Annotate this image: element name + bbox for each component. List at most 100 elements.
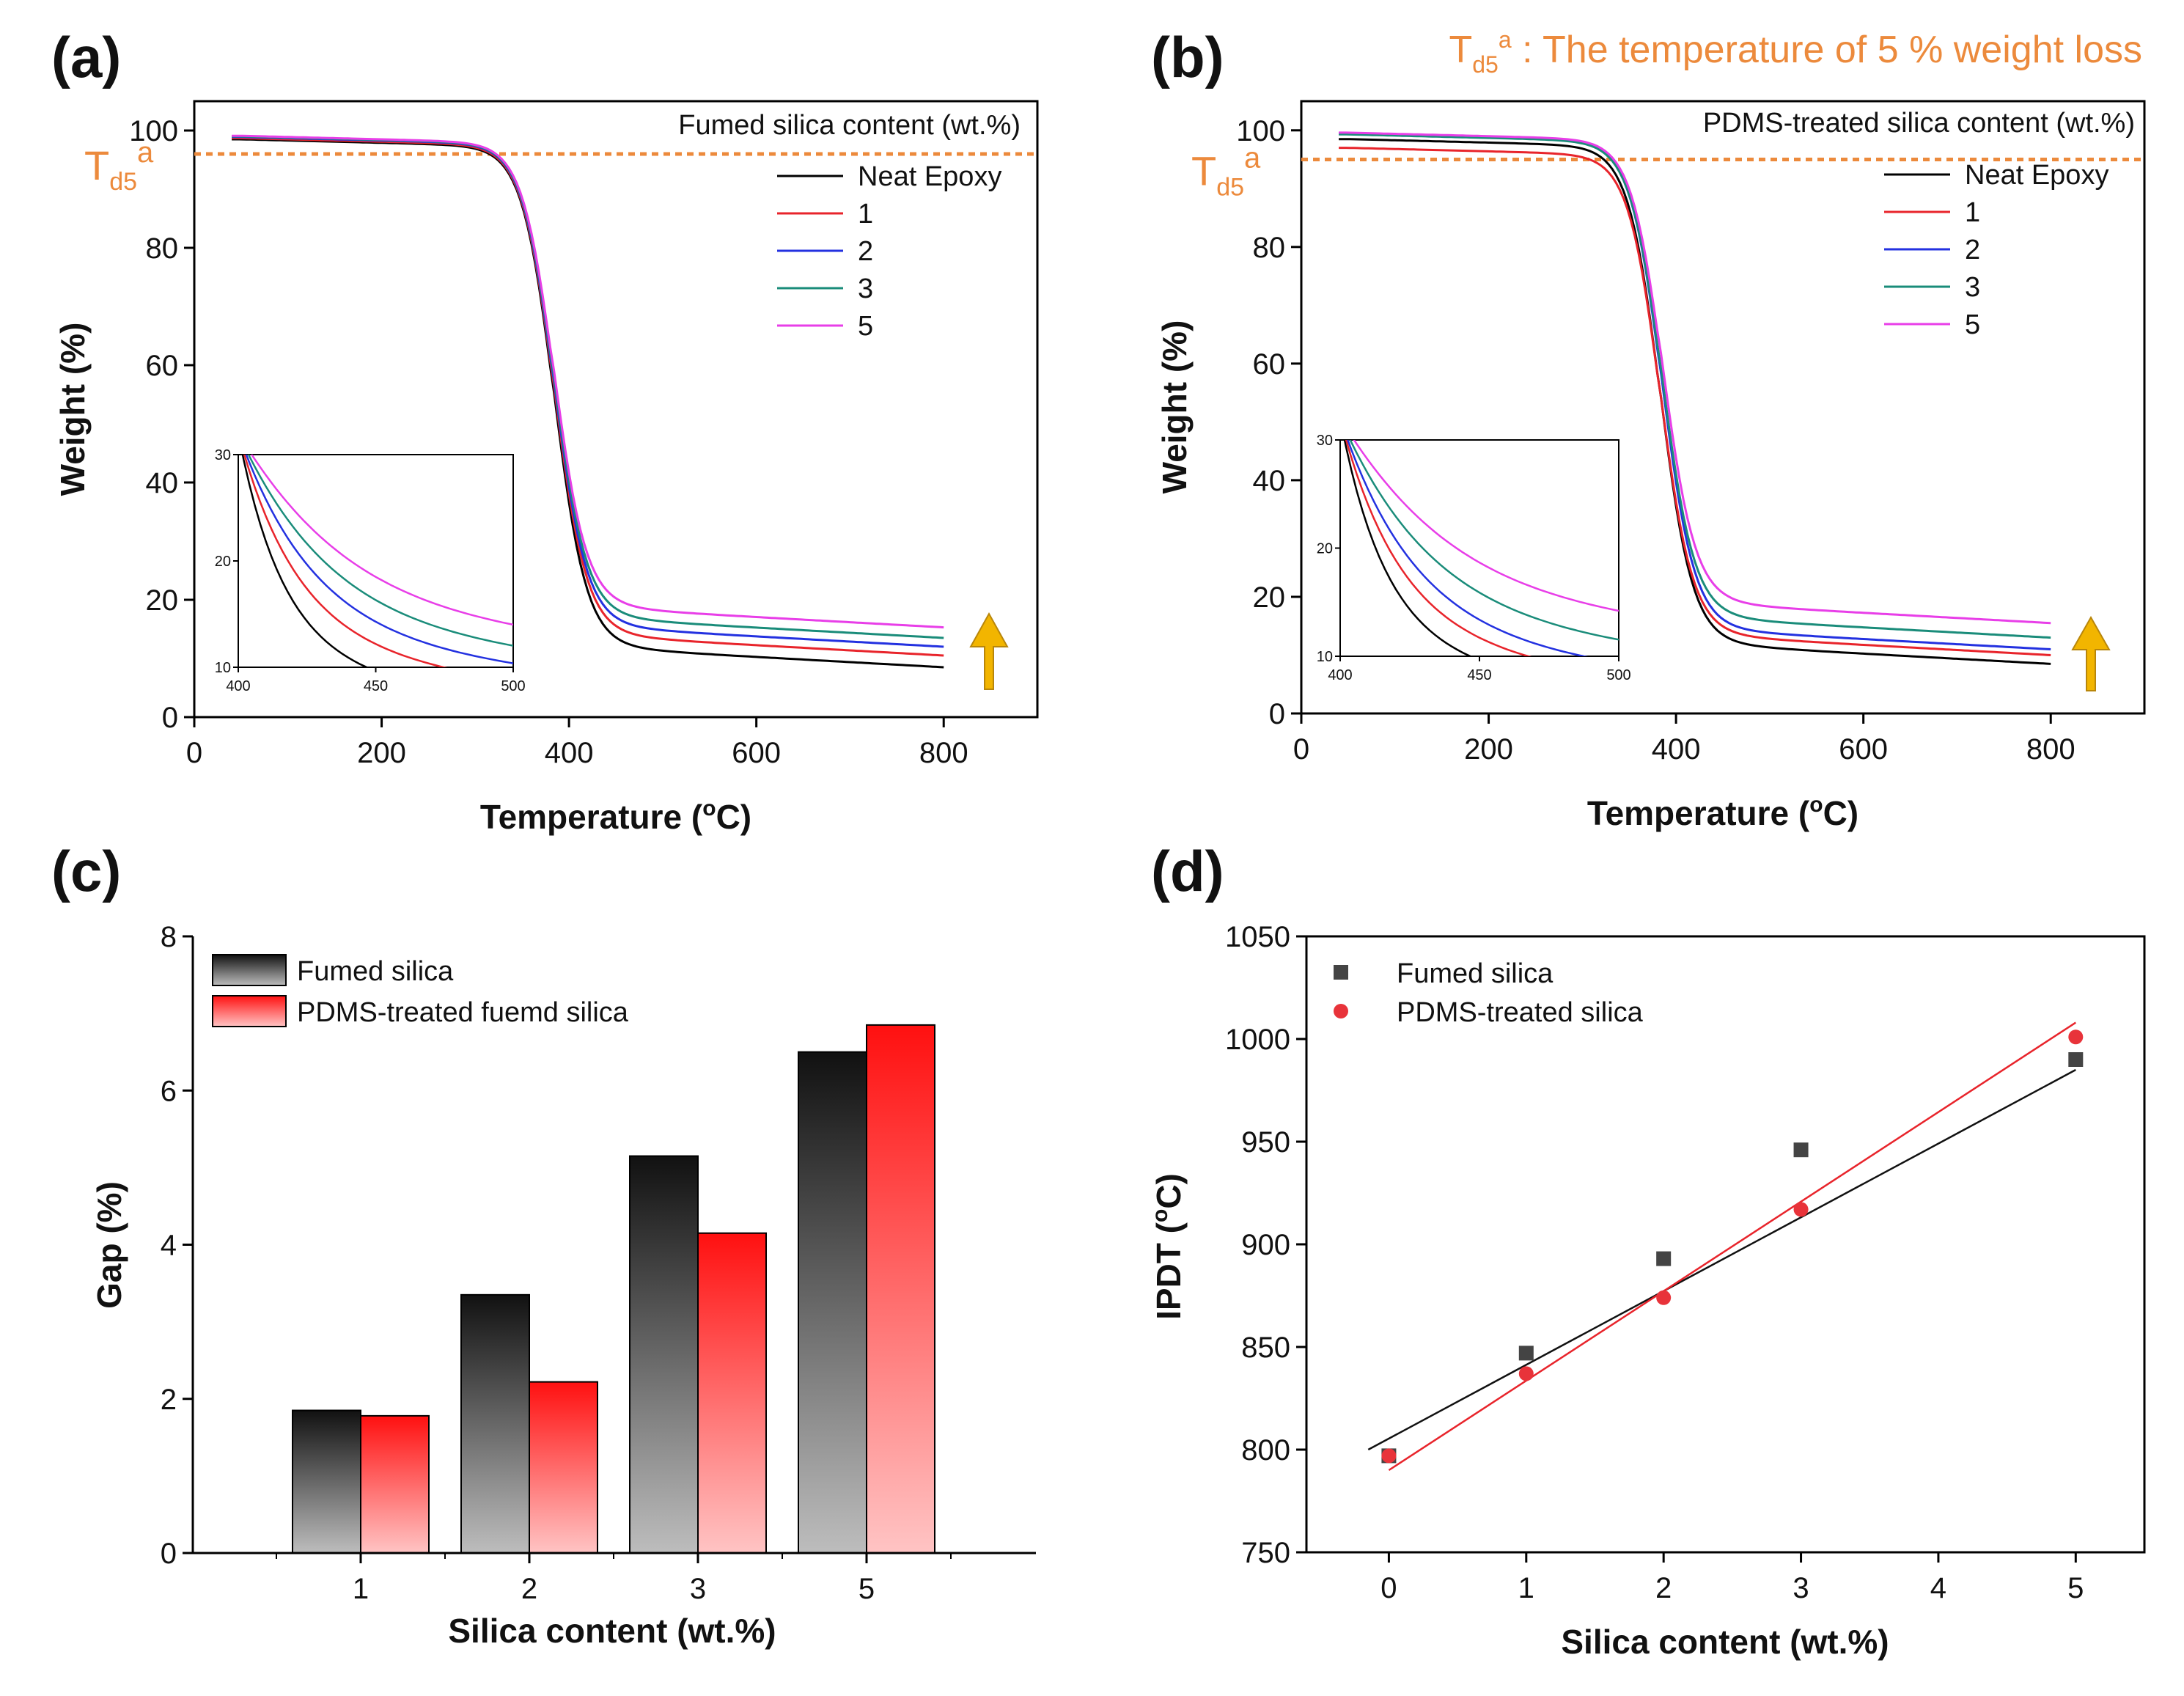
legend-c: Fumed silica PDMS-treated fuemd silica	[212, 954, 629, 1028]
legend-label: 2	[1965, 235, 1980, 265]
inset-curve-3	[1349, 440, 1619, 641]
point-pdms	[1381, 1448, 1397, 1464]
x-tick-label: 400	[1652, 733, 1701, 766]
tga-curve-5	[1339, 131, 2051, 625]
header-note: Td5a : The temperature of 5 % weight los…	[1449, 26, 2142, 78]
fit-line-fumed	[1367, 1068, 2076, 1451]
inset-y-tick-label: 30	[215, 447, 231, 463]
legend-label: Neat Epoxy	[858, 161, 1001, 192]
y-tick-label: 800	[1241, 1434, 1290, 1466]
y-tick-label: 80	[146, 232, 179, 265]
axis-ticks-d: 0 1 2 3 4 5 750 800 850 900 950 1000 1050	[1225, 921, 2084, 1604]
axis-ticks-c: 0 2 4 6 8 1 2 3 5	[161, 921, 952, 1605]
inset-x-tick-label: 450	[364, 678, 388, 694]
legend-label-pdms: PDMS-treated fuemd silica	[297, 997, 629, 1028]
x-axis-title-d: Silica content (wt.%)	[1561, 1623, 1889, 1661]
plot-frame-a	[193, 100, 1039, 719]
bar-pdms-1	[360, 1414, 430, 1554]
x-tick-label: 400	[545, 737, 594, 769]
inset-x-tick-label: 450	[1467, 667, 1491, 683]
panel-d: 0 1 2 3 4 5 750 800 850 900 950 1000 1050 Fumed sili…	[1148, 921, 2146, 1661]
inset-frame-b	[1339, 439, 1619, 657]
x-tick-label: 5	[858, 1573, 875, 1605]
y-tick-label: 1050	[1225, 921, 1290, 953]
tga-curve-5	[232, 134, 944, 629]
inset-y-tick-label: 20	[215, 554, 231, 570]
bar-pdms-5	[866, 1024, 935, 1554]
legend-label: 2	[858, 236, 873, 267]
tga-curve-3	[1339, 133, 2051, 639]
tga-curve-1	[232, 136, 944, 657]
point-pdms	[1518, 1366, 1534, 1381]
x-tick-label: 1	[353, 1573, 369, 1605]
inset-x-tick-label: 500	[1606, 667, 1630, 683]
inset-curve-neat	[241, 455, 369, 667]
point-fumed	[1793, 1142, 1809, 1158]
td5-label-a: Td5a	[84, 136, 154, 196]
panel-c: 0 2 4 6 8 1 2 3 5 Fumed silica PDMS-treated fuem…	[90, 921, 1036, 1650]
x-tick-label: 2	[1655, 1572, 1672, 1604]
tga-curve-neat	[232, 138, 944, 669]
bars-c	[292, 1024, 935, 1554]
tga-curves-b	[1339, 131, 2051, 665]
inset-curve-neat	[1343, 440, 1473, 656]
y-tick-label: 100	[1236, 115, 1285, 147]
point-pdms	[1793, 1202, 1809, 1217]
y-tick-label: 1000	[1225, 1024, 1290, 1056]
axis-ticks-a: 0 200 400 600 800 0 20 40 60 80 100	[129, 115, 968, 769]
inset-curve-2	[1347, 440, 1589, 656]
y-tick-label: 40	[1253, 465, 1286, 497]
point-fumed	[2068, 1052, 2084, 1067]
y-tick-label: 2	[161, 1384, 177, 1416]
panel-label-a: (a)	[51, 25, 121, 89]
y-tick-label: 6	[161, 1075, 177, 1107]
tga-curve-neat	[1339, 138, 2051, 665]
inset-ticks-a: 400 450 500 10 20 30	[215, 447, 526, 694]
legend-a: Neat Epoxy 1 2 3 5	[777, 161, 1001, 342]
panel-label-b: (b)	[1151, 25, 1224, 89]
bar-fumed-3	[629, 1155, 699, 1554]
x-tick-label: 3	[1793, 1572, 1809, 1604]
y-tick-label: 750	[1241, 1537, 1290, 1569]
legend-title-a: Fumed silica content (wt.%)	[678, 110, 1021, 141]
y-tick-label: 900	[1241, 1229, 1290, 1261]
point-fumed	[1518, 1346, 1534, 1361]
y-tick-label: 60	[1253, 348, 1286, 381]
y-tick-label: 850	[1241, 1332, 1290, 1364]
plot-frame-b	[1300, 100, 2146, 715]
bar-fumed-5	[798, 1051, 867, 1554]
legend-swatch-fumed	[212, 954, 287, 986]
point-fumed	[1656, 1251, 1672, 1266]
inset-x-tick-label: 500	[501, 678, 525, 694]
y-tick-label: 100	[129, 115, 178, 147]
x-tick-label: 2	[521, 1573, 537, 1605]
y-tick-label: 0	[1269, 698, 1285, 730]
inset-curve-5	[1353, 440, 1619, 612]
x-axis-title-c: Silica content (wt.%)	[448, 1612, 776, 1650]
x-tick-label: 200	[1464, 733, 1513, 766]
inset-x-tick-label: 400	[226, 678, 250, 694]
x-axis-title-b: Temperature (oC)	[1587, 793, 1858, 832]
y-tick-label: 20	[146, 584, 179, 617]
bar-fumed-1	[292, 1409, 361, 1554]
inset-curves-a	[241, 455, 513, 667]
panel-label-d: (d)	[1151, 839, 1224, 903]
legend-label: 3	[858, 274, 873, 304]
legend-b: Neat Epoxy 1 2 3 5	[1884, 160, 2108, 340]
legend-label: 1	[858, 199, 873, 230]
inset-curves-b	[1343, 440, 1619, 656]
y-tick-label: 8	[161, 921, 177, 953]
x-tick-label: 600	[732, 737, 781, 769]
y-axis-title-d: IPDT (oC)	[1148, 1173, 1188, 1320]
y-tick-label: 60	[146, 350, 179, 382]
x-tick-label: 800	[919, 737, 968, 769]
increase-arrow-icon-b	[2071, 615, 2111, 691]
panel-b: 0 200 400 600 800 0 20 40 60 80 100 Td5a PDMS-trea…	[1155, 100, 2146, 832]
inset-ticks-b: 400 450 500 10 20 30	[1317, 433, 1631, 683]
legend-marker-pdms	[1334, 1004, 1348, 1018]
y-tick-label: 80	[1253, 232, 1286, 264]
x-tick-label: 0	[1380, 1572, 1397, 1604]
x-tick-label: 0	[186, 737, 202, 769]
y-axis-title-b: Weight (%)	[1155, 320, 1194, 494]
